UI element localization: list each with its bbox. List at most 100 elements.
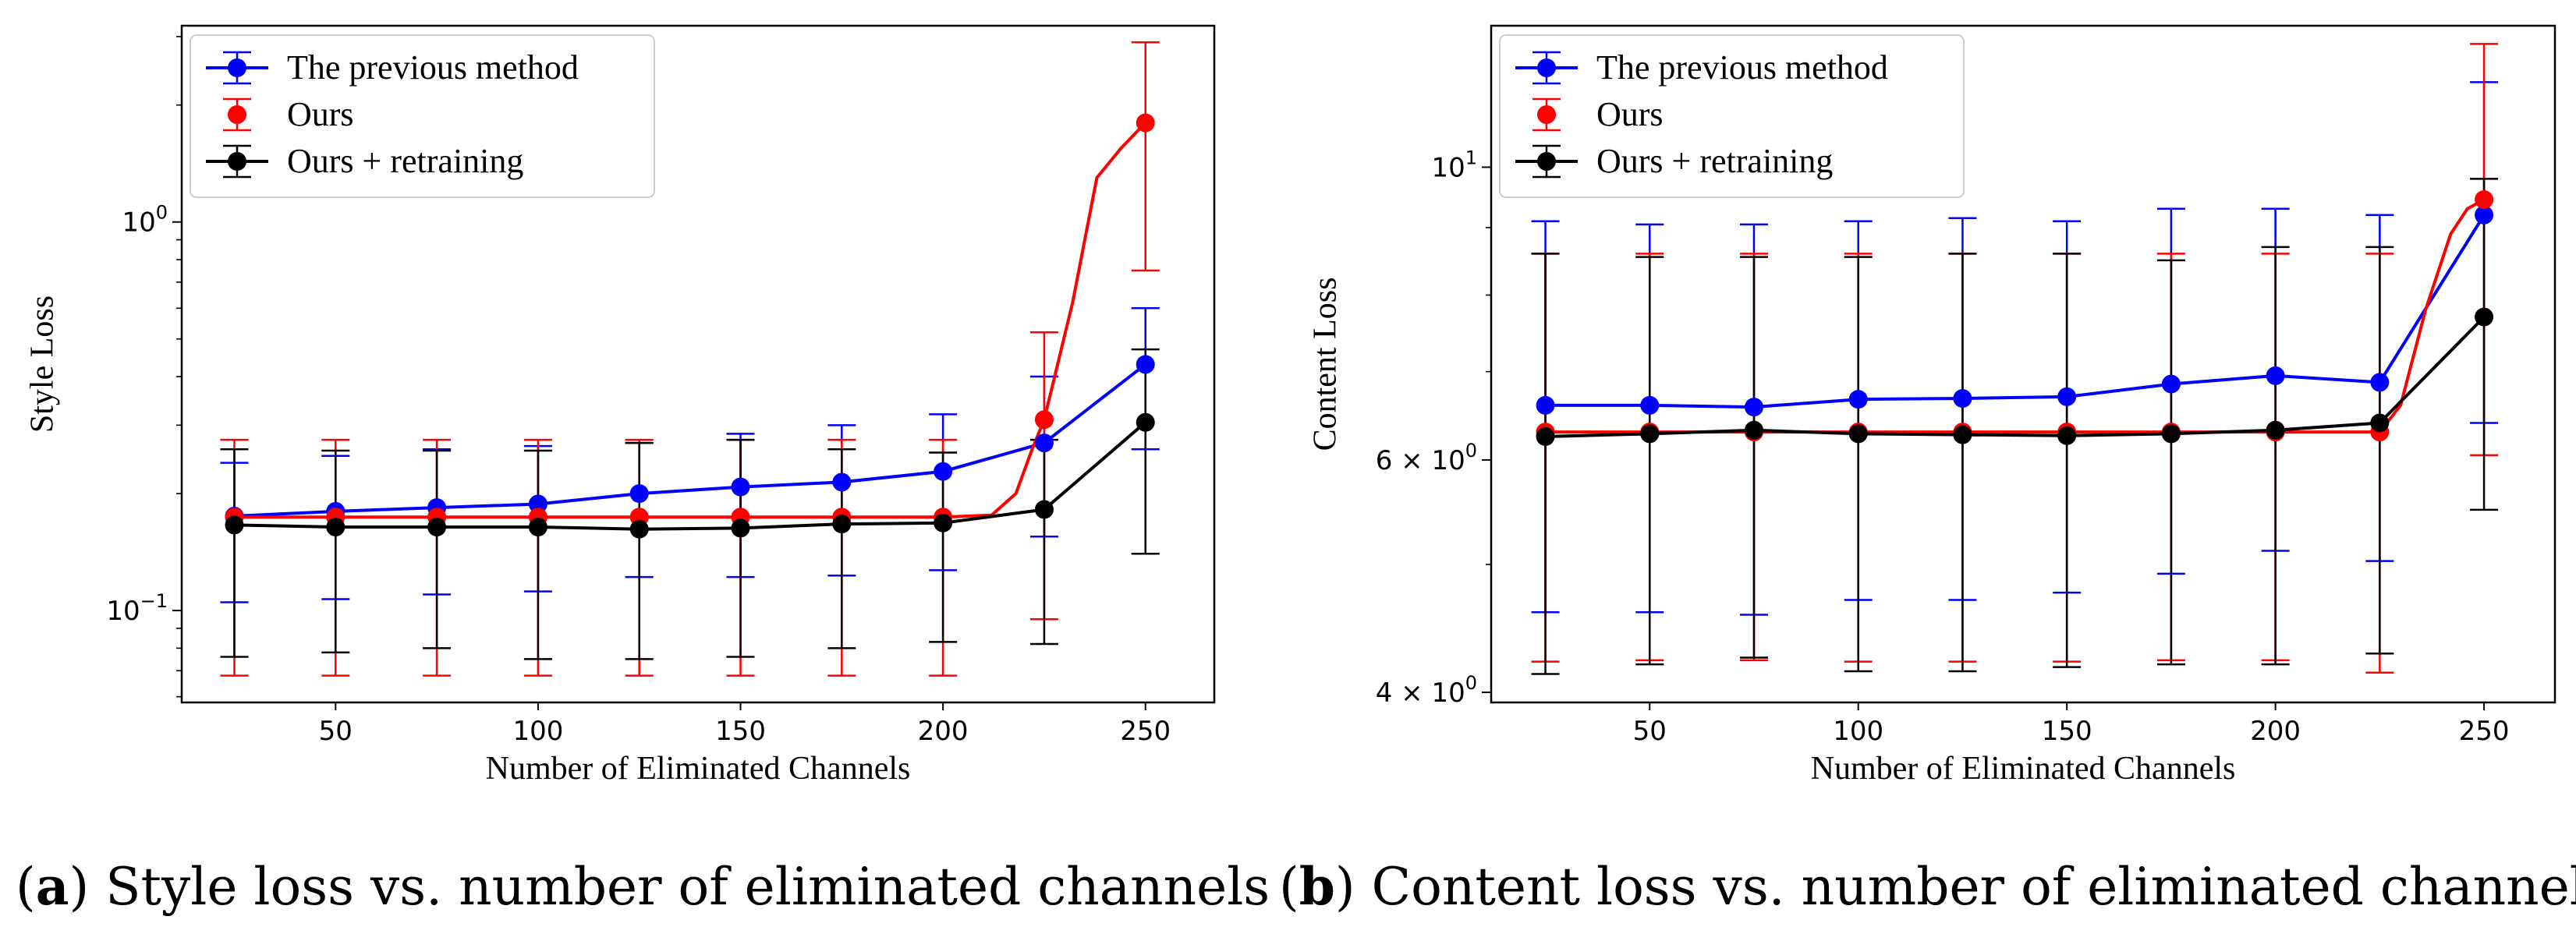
content-legend-box (1499, 34, 1965, 198)
style-series-previous (220, 307, 1160, 603)
style-retrain-line (234, 421, 1147, 531)
style-previous-point-150 (731, 477, 750, 497)
content-legend-handle-ours (1532, 97, 1561, 132)
style-legend-box (190, 34, 655, 198)
style-retrain-point-75 (427, 518, 447, 537)
content-retrain-point-50 (1640, 424, 1660, 444)
style-retrain-point-100 (528, 518, 547, 537)
caption-a-text: Style loss vs. number of eliminated chan… (89, 857, 1270, 917)
content-previous-point-100 (1848, 390, 1868, 409)
content-ytick-label-0: 101 (1431, 147, 1477, 183)
content-legend-marker-retrain (1537, 152, 1556, 171)
caption-b-text: Content loss vs. number of eliminated ch… (1355, 857, 2576, 917)
style-xtick-label-50: 50 (319, 716, 353, 747)
style-series-retrain (220, 348, 1160, 660)
content-previous-point-125 (1953, 389, 1972, 409)
style-retrain-point-200 (934, 513, 953, 532)
content-legend-marker-previous (1537, 58, 1556, 77)
content-x-axis-label: Number of Eliminated Channels (1811, 751, 2236, 787)
style-axes-frame (180, 24, 1216, 704)
style-ticks: 50 100 150 200 250 100 10−1 (106, 36, 1171, 747)
content-retrain-point-200 (2266, 420, 2285, 440)
style-ours-point-225 (1034, 410, 1054, 430)
content-ytick-label-2: 4 × 100 (1376, 672, 1477, 709)
content-previous-point-175 (2161, 374, 2181, 394)
style-previous-point-250 (1136, 355, 1155, 374)
style-legend-marker-ours (228, 105, 246, 124)
style-x-axis-label: Number of Eliminated Channels (486, 751, 911, 787)
content-xtick-label-250: 250 (2459, 716, 2510, 747)
style-previous-point-100 (528, 494, 547, 514)
style-xtick-label-200: 200 (918, 716, 969, 747)
caption-a-letter: a (36, 856, 69, 917)
content-axes-frame (1490, 24, 2557, 704)
content-previous-point-250 (2475, 205, 2494, 225)
content-legend-label-previous: The previous method (1596, 48, 1888, 87)
content-legend-handle-previous (1515, 51, 1578, 85)
content-legend-label-retrain: Ours + retraining (1596, 142, 1833, 180)
content-previous-point-25 (1536, 395, 1555, 415)
content-legend: The previous method Ours Ours + retraining (1499, 34, 1965, 198)
content-xtick-label-150: 150 (2042, 716, 2092, 747)
content-ours-point-250 (2475, 190, 2494, 210)
style-previous-point-125 (629, 484, 649, 504)
content-y-axis-label: Content Loss (1308, 278, 1344, 451)
style-xtick-label-250: 250 (1120, 716, 1171, 747)
style-previous-point-200 (934, 462, 953, 481)
style-plot-area (220, 41, 1160, 677)
content-xtick-label-100: 100 (1833, 716, 1883, 747)
style-previous-line (234, 363, 1146, 518)
content-retrain-point-225 (2370, 413, 2390, 433)
style-previous-point-175 (832, 472, 852, 492)
style-legend: The previous method Ours Ours + retraining (190, 34, 655, 198)
style-retrain-point-175 (832, 515, 852, 534)
content-loss-chart: 50 100 150 200 250 101 6 × 100 4 × 100 Number o… (1308, 24, 2557, 787)
content-legend-marker-ours (1537, 105, 1556, 124)
style-legend-handle-retrain (206, 144, 268, 179)
style-ytick-label-0: 100 (122, 202, 168, 239)
content-retrain-line (1545, 316, 2486, 438)
caption-a: (a) Style loss vs. number of eliminated … (16, 856, 1270, 917)
style-retrain-point-125 (629, 519, 649, 539)
style-legend-marker-retrain (228, 152, 246, 171)
content-previous-point-150 (2057, 387, 2077, 406)
content-previous-point-50 (1640, 395, 1660, 415)
style-legend-marker-previous (228, 58, 246, 77)
content-previous-line (1545, 214, 2486, 409)
style-retrain-point-225 (1034, 500, 1054, 519)
style-ours-line (234, 122, 1147, 519)
style-loss-chart: 50 100 150 200 250 100 10−1 Number of Eliminat… (25, 24, 1216, 787)
content-legend-label-ours: Ours (1596, 95, 1664, 133)
style-legend-label-previous: The previous method (287, 48, 579, 87)
caption-b: (b) Content loss vs. number of eliminate… (1279, 856, 2576, 917)
content-retrain-point-250 (2475, 307, 2494, 327)
style-ours-point-250 (1136, 113, 1155, 133)
caption-b-letter: b (1299, 856, 1335, 917)
content-previous-point-75 (1744, 398, 1763, 417)
content-plot-area (1531, 43, 2499, 675)
content-retrain-point-175 (2161, 424, 2181, 444)
content-previous-point-225 (2370, 373, 2390, 392)
content-legend-handle-retrain (1515, 144, 1578, 179)
content-retrain-point-125 (1953, 425, 1972, 444)
style-y-axis-label: Style Loss (25, 295, 61, 433)
style-xtick-label-150: 150 (715, 716, 766, 747)
style-retrain-point-50 (326, 518, 345, 537)
style-retrain-point-250 (1136, 412, 1155, 432)
style-legend-handle-ours (223, 97, 251, 132)
style-legend-label-retrain: Ours + retraining (287, 142, 523, 180)
content-xtick-label-200: 200 (2250, 716, 2301, 747)
content-retrain-point-100 (1848, 424, 1868, 444)
style-legend-label-ours: Ours (287, 95, 354, 133)
style-retrain-point-25 (225, 515, 244, 535)
content-ticks: 50 100 150 200 250 101 6 × 100 4 × 100 (1376, 147, 2510, 747)
style-previous-point-225 (1034, 433, 1054, 453)
style-ytick-label-1: 10−1 (106, 590, 168, 627)
content-ytick-label-1: 6 × 100 (1376, 440, 1477, 476)
content-series-retrain (1531, 178, 2499, 675)
content-retrain-point-150 (2057, 426, 2077, 445)
content-retrain-point-75 (1744, 420, 1763, 440)
content-retrain-point-25 (1536, 426, 1555, 446)
content-previous-point-200 (2266, 366, 2285, 385)
